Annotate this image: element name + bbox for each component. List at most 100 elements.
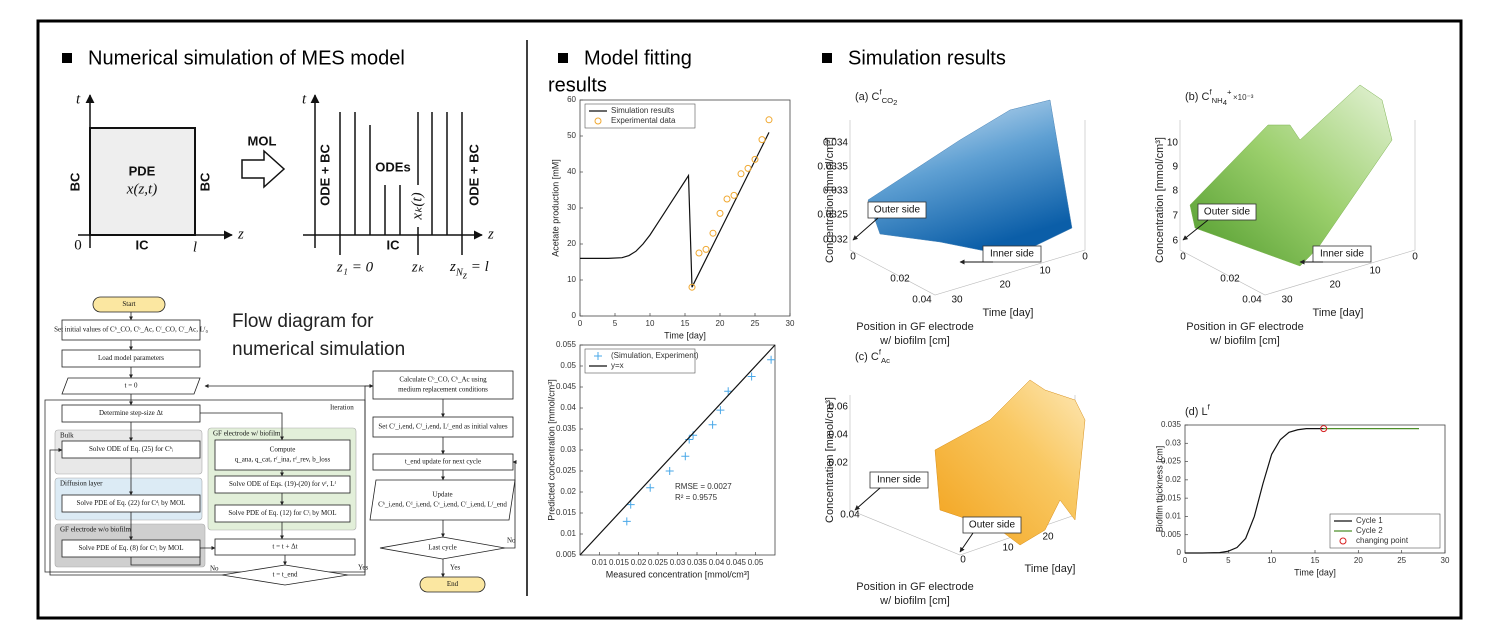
marker bbox=[622, 517, 631, 526]
branch-label: No bbox=[210, 565, 219, 573]
x-tick-label: 5 bbox=[613, 319, 618, 328]
y-tick-label: 0.035 bbox=[1161, 420, 1182, 429]
x-tick-label: 5 bbox=[1226, 556, 1231, 565]
node-text: t_end update for next cycle bbox=[405, 458, 481, 466]
io-box bbox=[61, 377, 201, 395]
y-tick-label: 0.005 bbox=[556, 550, 577, 559]
bullet bbox=[558, 53, 568, 63]
callout-box bbox=[962, 516, 1022, 534]
node-text: t = 0 bbox=[125, 382, 138, 390]
axis-label: z bbox=[487, 226, 494, 242]
y-tick-label: 10 bbox=[567, 275, 576, 284]
y-tick-label: 0.03 bbox=[1165, 438, 1181, 447]
connector bbox=[130, 546, 216, 566]
marker bbox=[716, 406, 725, 415]
callout-arrow bbox=[959, 532, 974, 553]
section-title: Simulation results bbox=[848, 47, 1006, 69]
marker bbox=[744, 164, 752, 172]
label: xₖ(t) bbox=[409, 192, 425, 220]
arrow bbox=[241, 149, 286, 189]
text-part: (d) L bbox=[1185, 406, 1208, 418]
process-box bbox=[61, 539, 201, 558]
x-axis-label: Time [day] bbox=[1294, 567, 1336, 577]
z-tick-label: 0.033 bbox=[823, 186, 848, 197]
x-tick-label: 0.04 bbox=[709, 558, 725, 567]
position-tick-label: 0.04 bbox=[912, 295, 932, 306]
x-tick-label: 30 bbox=[786, 319, 795, 328]
branch-label: Yes bbox=[358, 564, 368, 572]
node-text: Solve PDE of Eq. (12) for Cᶠᵢ by MOL bbox=[228, 509, 336, 517]
label-bg bbox=[410, 185, 426, 227]
time-tick-label: 20 bbox=[1042, 532, 1054, 543]
process-box bbox=[372, 370, 514, 400]
y-tick-label: 0.015 bbox=[556, 508, 577, 517]
rich-label: (a) CfCO2 bbox=[855, 88, 897, 107]
callout-arrow bbox=[854, 487, 881, 511]
x-axis-label: Measured concentration [mmol/cm³] bbox=[606, 569, 750, 579]
z-tick-label: 0.02 bbox=[829, 458, 849, 469]
node-text: Load model parameters bbox=[98, 354, 164, 362]
y-tick-label: 50 bbox=[567, 131, 576, 140]
connector bbox=[505, 460, 517, 549]
z-axis-label: Concentration [mmol/cm³] bbox=[824, 137, 836, 263]
time-axis-label: Time [day] bbox=[1025, 563, 1076, 575]
text-part: f bbox=[1208, 403, 1211, 412]
marker bbox=[724, 387, 733, 396]
position-tick-label: 0.04 bbox=[1242, 295, 1262, 306]
time-axis-label: Time [day] bbox=[983, 307, 1034, 319]
group-label: Iteration bbox=[330, 404, 354, 412]
z-tick-label: 0.032 bbox=[823, 235, 848, 246]
rich-label: (b) CfNH4+ bbox=[1185, 88, 1232, 107]
z-tick-label: 8 bbox=[1172, 186, 1178, 197]
position-tick-label: 0.02 bbox=[1220, 274, 1240, 285]
marker bbox=[767, 355, 776, 364]
y-axis-label: Predicted concentration [mmol/cm³] bbox=[546, 379, 556, 521]
process-box bbox=[61, 404, 201, 423]
node-text: Cᵇ_i,end, Cᵈ_i,end, Cᵉ_i,end, Cᶠ_i,end, … bbox=[378, 501, 507, 509]
position-tick-label: 0 bbox=[1180, 252, 1186, 263]
y-tick-label: 0.02 bbox=[560, 487, 576, 496]
process-box bbox=[61, 494, 201, 513]
x-axis-label: Time [day] bbox=[664, 330, 706, 340]
x-tick-label: 25 bbox=[751, 319, 760, 328]
node-text: End bbox=[447, 580, 459, 588]
plot-area bbox=[1184, 424, 1446, 554]
label: IC bbox=[387, 237, 401, 252]
callout: Outer side bbox=[874, 205, 921, 216]
process-box bbox=[61, 440, 201, 459]
text-part: + bbox=[1227, 88, 1232, 97]
z-tick-label: 7 bbox=[1172, 211, 1178, 222]
callout: Inner side bbox=[1320, 249, 1364, 260]
rich-label: zNz = l bbox=[449, 259, 489, 281]
node-text: Compute bbox=[270, 446, 296, 454]
label: zₖ bbox=[411, 259, 425, 275]
position-tick-label: 0 bbox=[960, 555, 966, 566]
z-axis-label: Concentration [mmol/cm³] bbox=[824, 397, 836, 523]
text-part: 4 bbox=[1223, 98, 1228, 107]
node-text: Start bbox=[122, 300, 135, 308]
position-tick-label: 0.02 bbox=[890, 274, 910, 285]
y-tick-label: 0.045 bbox=[556, 382, 577, 391]
process-box bbox=[92, 296, 166, 313]
node-text: Last cycle bbox=[428, 544, 457, 552]
process-box bbox=[372, 416, 514, 438]
callout-box bbox=[982, 245, 1042, 263]
y-tick-label: 0.01 bbox=[560, 529, 576, 538]
marker bbox=[730, 191, 738, 199]
y-tick-label: 0.005 bbox=[1161, 530, 1182, 539]
text-part: z bbox=[462, 271, 467, 282]
io-box bbox=[369, 479, 516, 521]
node-text: Solve PDE of Eq. (8) for Cᵉᵢ by MOL bbox=[78, 544, 183, 552]
branch-label: Yes bbox=[450, 564, 460, 572]
x-tick-label: 0.03 bbox=[670, 558, 686, 567]
text-part: NH bbox=[1212, 96, 1223, 105]
surface bbox=[867, 99, 1073, 259]
text-part: Ac bbox=[881, 356, 890, 365]
axis-label: t bbox=[76, 91, 81, 107]
position-tick-label: 0 bbox=[850, 252, 856, 263]
x-tick-label: 0.02 bbox=[631, 558, 647, 567]
legend-label: y=x bbox=[611, 361, 624, 370]
node-text: Set Cᶠ_i,end, Cᶠ_i,end, Lᶠ_end as initia… bbox=[378, 423, 507, 431]
rich-label: (c) CfAc bbox=[855, 348, 890, 365]
node-text: q_ana, q_cat, rᶠ_ina, rᶠ_rev, b_loss bbox=[235, 456, 331, 464]
